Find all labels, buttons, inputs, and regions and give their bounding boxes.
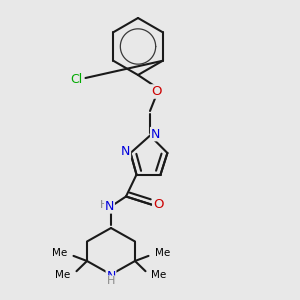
Text: Me: Me: [154, 248, 170, 258]
Text: O: O: [153, 198, 163, 211]
Text: H: H: [107, 276, 115, 286]
Text: N: N: [105, 200, 114, 213]
Text: Cl: Cl: [70, 73, 83, 86]
Text: Me: Me: [52, 248, 68, 258]
Text: N: N: [106, 269, 116, 283]
Text: N: N: [151, 128, 160, 141]
Text: N: N: [121, 145, 130, 158]
Text: Me: Me: [152, 269, 167, 280]
Text: Me: Me: [55, 269, 70, 280]
Text: H: H: [100, 200, 108, 210]
Text: O: O: [151, 85, 161, 98]
